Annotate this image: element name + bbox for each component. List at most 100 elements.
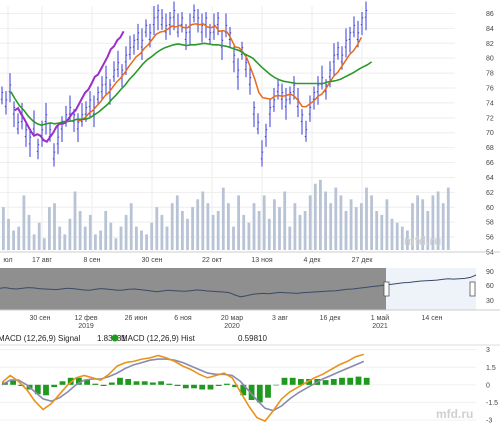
- volume-bar: [431, 195, 435, 250]
- macd-hist-bar: [174, 384, 181, 386]
- macd-hist-bar: [18, 384, 25, 386]
- volume-bar: [12, 230, 15, 250]
- volume-bar: [53, 203, 56, 250]
- macd-hist-bar: [224, 383, 230, 385]
- macd-signal-line: [1, 358, 365, 412]
- price-y-tick: 82: [486, 41, 494, 48]
- macd-line: [1, 353, 365, 423]
- volume-bar: [298, 214, 302, 250]
- price-y-tick: 56: [486, 235, 494, 242]
- macd-hist-bar: [265, 384, 271, 398]
- volume-bar: [181, 211, 184, 250]
- navigator-x-tick: 20 мар: [221, 315, 243, 322]
- price-y-tick: 76: [486, 86, 494, 93]
- volume-bar: [375, 211, 379, 250]
- price-y-tick: 60: [486, 205, 494, 212]
- macd-hist-bar: [108, 382, 115, 385]
- volume-bar: [400, 226, 404, 250]
- volume-bar: [114, 238, 118, 250]
- macd-hist-bar: [347, 377, 354, 385]
- volume-bar: [278, 207, 281, 250]
- volume-bar: [27, 214, 31, 250]
- volume-bar: [119, 226, 123, 250]
- volume-bar: [344, 211, 348, 250]
- price-x-axis: юл 17 авг 8 сен 30 сен 22 окт 13 ноя 4 дек 27 д…: [0, 251, 500, 264]
- macd-hist-bar: [76, 377, 82, 385]
- volume-bar: [360, 203, 363, 250]
- macd-hist-bar: [158, 381, 164, 385]
- price-x-tick: 4 дек: [304, 257, 322, 264]
- price-y-tick: 86: [486, 11, 494, 18]
- volume-bar: [201, 191, 205, 250]
- navigator-handle[interactable]: [469, 281, 476, 297]
- macd-hist-bar: [298, 379, 304, 385]
- volume-bar: [334, 187, 338, 250]
- volume-bar: [421, 199, 425, 250]
- volume-bar: [135, 226, 138, 250]
- macd-hist-bar: [256, 384, 263, 403]
- volume-bar: [390, 218, 394, 250]
- price-y-tick: 80: [486, 56, 494, 63]
- volume-bar: [426, 211, 430, 250]
- macd-y-tick: -1.5: [486, 400, 498, 407]
- macd-y-tick: 1.5: [486, 365, 496, 372]
- legend-marker: [111, 334, 119, 342]
- macd-y-tick: 3: [486, 347, 490, 354]
- volume-bar: [354, 207, 358, 250]
- macd-y-tick: 0: [486, 382, 490, 389]
- ma-line-long: [10, 42, 373, 127]
- volume-bar: [175, 195, 179, 250]
- navigator-x-tick: 26 июн: [125, 315, 148, 322]
- macd-hist-bar: [34, 384, 41, 395]
- volume-bar: [83, 226, 87, 250]
- price-y-axis: 54 56 58 60 62 64 66 68 70 72 74 76 78 80 82 84 86: [486, 11, 494, 257]
- volume-bar: [385, 199, 389, 250]
- volume-bar: [293, 203, 297, 250]
- volume-bar: [370, 195, 373, 250]
- legend-label: MACD (12,26,9) Signal: [0, 334, 80, 343]
- macd-hist-bar: [125, 379, 132, 385]
- volume-bar: [436, 191, 440, 250]
- volume-bar: [303, 211, 307, 250]
- volume-bar: [257, 211, 261, 250]
- price-y-tick: 64: [486, 175, 494, 182]
- volume-bar: [206, 203, 210, 250]
- volume-bar: [196, 199, 200, 250]
- volume-bar: [104, 211, 108, 250]
- macd-hist-bar: [84, 380, 90, 385]
- volume-bar: [395, 222, 399, 250]
- volume-bar: [17, 226, 21, 250]
- price-y-tick: 54: [486, 250, 494, 257]
- volume-bar: [160, 214, 164, 250]
- volume-bar: [129, 203, 133, 250]
- volume-bar: [237, 195, 240, 250]
- navigator-x-tick: 6 ноя: [174, 315, 192, 322]
- price-x-tick: 22 окт: [202, 257, 223, 264]
- volume-bar: [252, 203, 256, 250]
- volume-panel: [2, 179, 450, 250]
- volume-bar: [411, 203, 414, 250]
- volume-bar: [88, 214, 92, 250]
- navigator-range: [386, 268, 476, 310]
- macd-hist-bar: [150, 382, 156, 385]
- volume-bar: [124, 214, 128, 250]
- macd-hist-bar: [141, 381, 148, 385]
- navigator-x-tick: 16 дек: [320, 315, 342, 322]
- volume-bar: [221, 187, 225, 250]
- volume-bar: [32, 234, 36, 250]
- volume-bar: [191, 207, 194, 250]
- ma-line-short: [14, 30, 125, 143]
- macd-hist-bar: [166, 383, 173, 385]
- navigator-handle[interactable]: [383, 281, 390, 297]
- volume-bar: [319, 179, 322, 250]
- volume-bar: [308, 195, 312, 250]
- volume-bar: [48, 207, 51, 250]
- volume-bar: [186, 218, 189, 250]
- volume-bar: [416, 195, 419, 250]
- volume-bar: [227, 203, 230, 250]
- volume-bar: [94, 234, 97, 250]
- volume-bar: [446, 187, 450, 250]
- navigator-x-tick: 3 авг: [272, 315, 288, 322]
